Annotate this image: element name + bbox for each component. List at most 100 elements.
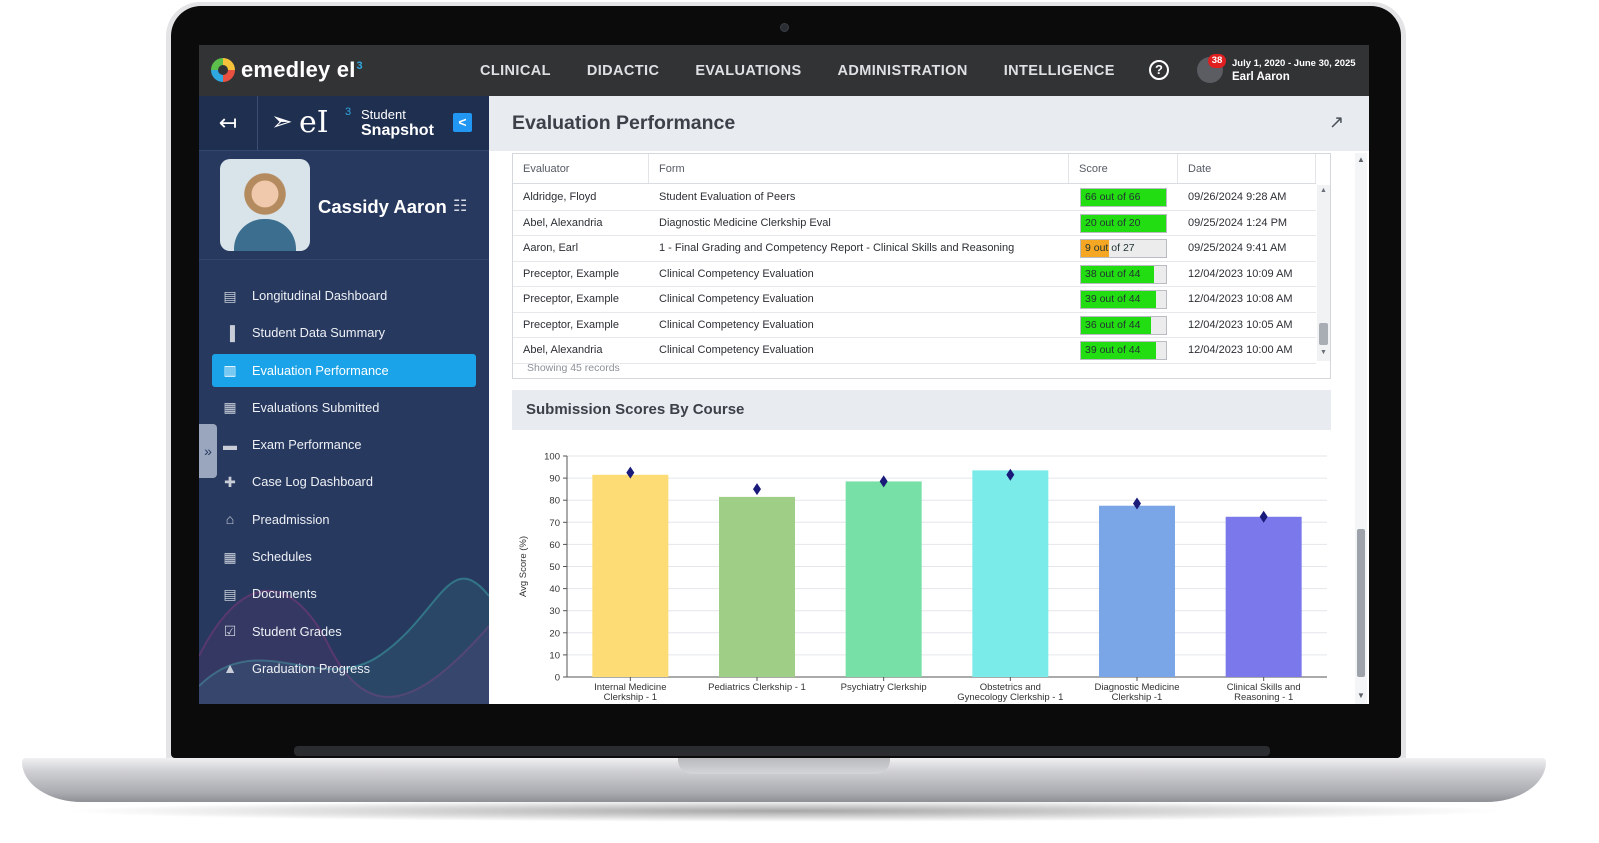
average-marker [626, 466, 635, 479]
sidebar-item-documents[interactable]: ▤ Documents [212, 577, 476, 610]
cell-form[interactable]: 1 - Final Grading and Competency Report … [659, 242, 1015, 254]
chart-title: Submission Scores By Course [526, 401, 745, 418]
scroll-down-icon[interactable]: ▼ [1357, 691, 1365, 700]
cell-evaluator: Preceptor, Example [523, 293, 619, 305]
cell-form[interactable]: Student Evaluation of Peers [659, 191, 796, 203]
chart-header: Submission Scores By Course [512, 390, 1331, 430]
score-bar: 36 out of 44 [1080, 315, 1167, 335]
sidebar-item-evaluation-performance[interactable]: ▥ Evaluation Performance [212, 353, 476, 387]
expand-panel-tab[interactable]: » [199, 424, 217, 478]
scroll-up-icon[interactable]: ▲ [1357, 155, 1365, 164]
scroll-down-icon[interactable]: ▼ [1320, 349, 1327, 356]
user-name[interactable]: Earl Aaron [1232, 71, 1290, 83]
sidebar-item-case-log-dashboard[interactable]: ✚ Case Log Dashboard [212, 465, 476, 498]
score-bar: 39 out of 44 [1080, 290, 1167, 309]
nav-clinical[interactable]: CLINICAL [480, 62, 551, 79]
table-body: Aldridge, Floyd Student Evaluation of Pee… [513, 185, 1316, 364]
help-icon[interactable]: ? [1149, 60, 1169, 80]
exit-icon[interactable]: ↤ [218, 110, 238, 135]
notification-badge[interactable]: 38 [1208, 54, 1226, 68]
cell-form[interactable]: Diagnostic Medicine Clerkship Eval [659, 216, 831, 229]
score-text: 66 out of 66 [1085, 191, 1141, 203]
score-bar: 39 out of 44 [1080, 341, 1167, 360]
student-name: Cassidy Aaron [318, 196, 447, 217]
table-row[interactable]: Abel, Alexandria Clinical Competency Eval… [513, 338, 1316, 364]
cell-score: 39 out of 44 [1069, 287, 1178, 312]
x-tick-label: Diagnostic Medicine [1094, 682, 1179, 693]
building-icon: ⌂ [225, 511, 235, 528]
scroll-up-icon[interactable]: ▲ [1320, 187, 1327, 194]
graduation-cap-icon: ▲ [223, 660, 237, 677]
nav-evaluations[interactable]: EVALUATIONS [695, 62, 802, 79]
x-tick-label: Clerkship -1 [1112, 692, 1163, 703]
score-fill [1081, 291, 1157, 308]
column-header-date[interactable]: Date [1178, 154, 1316, 183]
table-row[interactable]: Preceptor, Example Clinical Competency Ev… [513, 287, 1316, 313]
score-bar: 66 out of 66 [1080, 188, 1167, 207]
main-scroll-thumb[interactable] [1357, 529, 1365, 677]
sidebar-item-longitudinal-dashboard[interactable]: ▤ Longitudinal Dashboard [212, 279, 476, 312]
table-row[interactable]: Preceptor, Example Clinical Competency Ev… [513, 313, 1316, 338]
dumbbell-icon[interactable]: ☷ [453, 198, 468, 215]
cell-evaluator: Aldridge, Floyd [523, 191, 597, 203]
table-row[interactable]: Aldridge, Floyd Student Evaluation of Pee… [513, 185, 1316, 211]
main-nav: CLINICAL DIDACTIC EVALUATIONS ADMINISTRA… [480, 45, 1151, 96]
sidebar-item-schedules[interactable]: ▦ Schedules [212, 540, 476, 573]
x-tick-label: Obstetrics and [980, 682, 1041, 693]
sidebar-item-label: Preadmission [252, 511, 330, 527]
student-photo [220, 159, 310, 251]
folder-icon: ▬ [223, 436, 237, 453]
x-tick-label: Reasoning - 1 [1234, 692, 1293, 703]
cell-form[interactable]: Clinical Competency Evaluation [659, 344, 814, 356]
y-tick-label: 50 [549, 562, 560, 573]
nav-intelligence[interactable]: INTELLIGENCE [1003, 62, 1115, 79]
x-tick-label: Internal Medicine [594, 682, 666, 693]
score-bar: 9 out of 27 [1080, 239, 1167, 258]
evaluations-table: Evaluator Form Score Date Aldridge, Floy… [512, 153, 1331, 379]
cell-score: 39 out of 44 [1069, 338, 1178, 363]
cell-form[interactable]: Clinical Competency Evaluation [659, 293, 814, 305]
y-tick-label: 80 [549, 496, 560, 507]
sidebar-header: ↤ ➣ eI 3 Student Snapshot < [199, 96, 489, 151]
date-range[interactable]: July 1, 2020 - June 30, 2025 [1232, 58, 1356, 69]
column-header-form[interactable]: Form [649, 154, 1069, 183]
x-tick-label: Gynecology Clerkship - 1 [957, 692, 1063, 703]
column-header-score[interactable]: Score [1069, 154, 1178, 183]
table-scrollbar[interactable]: ▲ ▼ [1317, 185, 1330, 361]
collapse-sidebar-button[interactable]: < [453, 113, 472, 132]
score-fill [1081, 316, 1151, 334]
sidebar-item-label: Graduation Progress [252, 660, 371, 676]
app-logo[interactable]: emedley eI3 [211, 57, 363, 83]
sidebar-item-exam-performance[interactable]: ▬ Exam Performance [212, 428, 476, 461]
sidebar-item-student-data-summary[interactable]: ▐ Student Data Summary [212, 316, 476, 349]
logo-text: emedley eI3 [241, 57, 363, 82]
cell-form[interactable]: Clinical Competency Evaluation [659, 267, 814, 280]
sidebar-item-label: Case Log Dashboard [252, 474, 373, 490]
student-profile: Cassidy Aaron ☷ [199, 152, 489, 260]
sidebar-item-student-grades[interactable]: ☑ Student Grades [212, 615, 476, 648]
snapshot-label: Snapshot [361, 122, 434, 139]
score-text: 20 out of 20 [1085, 216, 1141, 229]
bar-chart-icon: ▐ [225, 324, 235, 341]
table-scroll-thumb[interactable] [1319, 323, 1328, 345]
sidebar-item-graduation-progress[interactable]: ▲ Graduation Progress [212, 652, 476, 685]
column-header-evaluator[interactable]: Evaluator [513, 154, 649, 183]
nav-didactic[interactable]: DIDACTIC [586, 62, 660, 79]
sidebar-item-label: Student Grades [252, 623, 342, 639]
laptop-notch [678, 758, 890, 774]
table-row[interactable]: Preceptor, Example Clinical Competency Ev… [513, 262, 1316, 287]
cell-form[interactable]: Clinical Competency Evaluation [659, 318, 814, 331]
external-link-icon[interactable]: ↗ [1329, 112, 1345, 132]
y-tick-label: 10 [549, 650, 560, 661]
nav-administration[interactable]: ADMINISTRATION [837, 62, 968, 79]
sidebar-item-preadmission[interactable]: ⌂ Preadmission [212, 503, 476, 536]
y-tick-label: 70 [549, 518, 560, 529]
table-header: Evaluator Form Score Date [513, 154, 1316, 184]
table-row[interactable]: Abel, Alexandria Diagnostic Medicine Cler… [513, 211, 1316, 236]
main-scrollbar[interactable]: ▲ ▼ [1355, 153, 1367, 704]
paper-plane-icon: ➣ [271, 106, 293, 136]
sidebar-item-evaluations-submitted[interactable]: ▦ Evaluations Submitted [212, 391, 476, 424]
score-fill [1081, 342, 1157, 359]
table-row[interactable]: Aaron, Earl 1 - Final Grading and Compete… [513, 236, 1316, 262]
